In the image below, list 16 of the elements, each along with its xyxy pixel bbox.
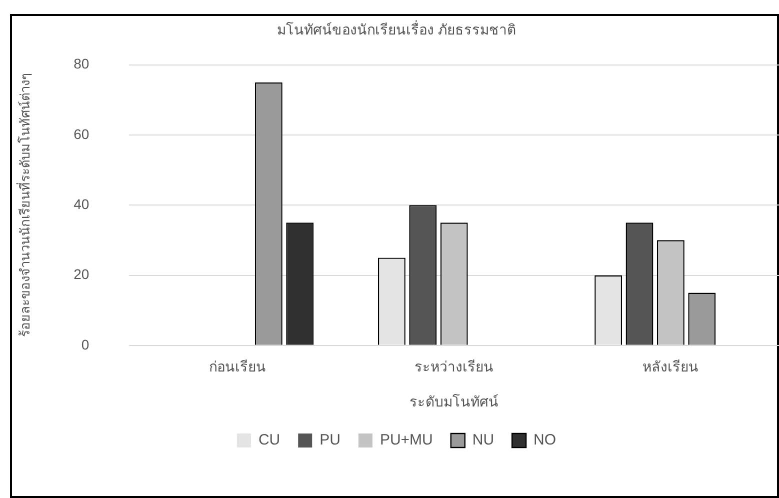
x-tick-label: หลังเรียน bbox=[642, 358, 699, 375]
x-axis-title: ระดับมโนทัศน์ bbox=[410, 393, 499, 410]
y-tick-label: 40 bbox=[74, 196, 90, 212]
legend-label: PU+MU bbox=[380, 432, 433, 449]
legend-label: NU bbox=[472, 432, 494, 449]
y-tick-label: 80 bbox=[74, 56, 90, 72]
legend-label: PU bbox=[320, 432, 340, 449]
x-tick-label: ก่อนเรียน bbox=[208, 358, 266, 375]
x-tick-label: ระหว่างเรียน bbox=[414, 358, 494, 375]
chart-title: มโนทัศน์ของนักเรียนเรื่อง ภัยธรรมชาติ bbox=[277, 20, 516, 38]
y-tick-label: 20 bbox=[74, 266, 90, 282]
y-tick-label: 0 bbox=[81, 336, 90, 352]
y-tick-label: 60 bbox=[74, 126, 90, 142]
legend-label: CU bbox=[258, 432, 280, 449]
y-axis-title: ร้อยละของจำนวนนักเรียนที่ระดับมโนทัศน์ต่างๆ bbox=[16, 73, 32, 338]
legend-label: NO bbox=[534, 432, 556, 449]
